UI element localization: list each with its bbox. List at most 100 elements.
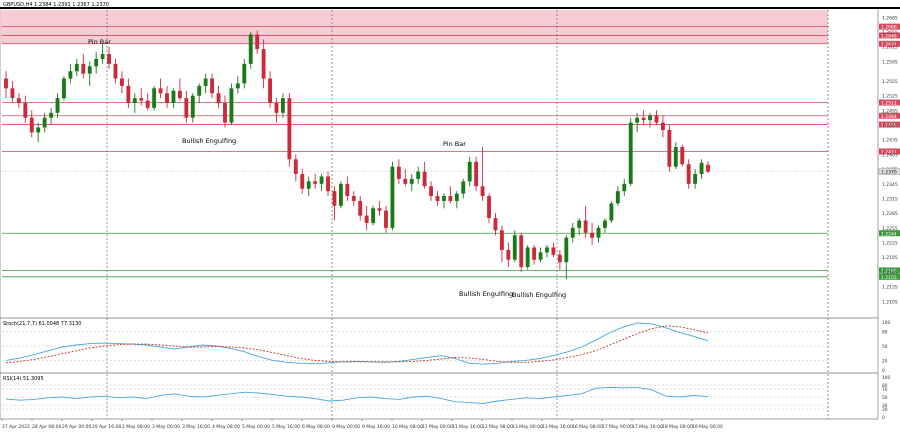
candle-body — [113, 63, 118, 79]
candle-body — [313, 181, 318, 184]
candle-body — [107, 54, 111, 64]
candle-body — [686, 164, 691, 184]
candle-body — [461, 181, 466, 194]
candle-body — [590, 232, 595, 238]
candle-body — [480, 186, 485, 197]
candle-body — [74, 63, 79, 72]
candle-body — [351, 196, 356, 201]
candle-body — [184, 98, 189, 118]
time-tick-label: 27 Apr 2022 — [2, 424, 30, 430]
candle-body — [377, 208, 382, 211]
candle-body — [648, 115, 652, 121]
time-tick-label: 19 May 00:00 — [692, 424, 723, 430]
resistance-price-label: 1.2648 — [881, 33, 897, 39]
candle-body — [42, 117, 47, 128]
candle-body — [55, 98, 60, 113]
candle-body — [165, 93, 169, 104]
time-axis: 27 Apr 2022 28 Apr 08:00 29 Apr 00:00 29 Ap… — [1, 419, 723, 430]
candle-body — [223, 103, 227, 123]
price-tick-label: 1.2165 — [882, 270, 898, 276]
candle-body — [36, 127, 41, 133]
price-tick-label: 1.2285 — [882, 211, 898, 217]
indicator-tick-label: 80 — [882, 383, 888, 389]
price-tick-label: 1.2625 — [882, 45, 898, 51]
candle-body — [248, 34, 253, 64]
candle-body — [326, 176, 330, 192]
price-tick-label: 1.2225 — [882, 241, 898, 247]
candle-body — [628, 122, 633, 184]
support-price-label: 1.2244 — [881, 231, 897, 237]
candle-body — [158, 88, 163, 94]
indicator-tick-label: 20 — [882, 407, 888, 413]
candle-body — [242, 63, 247, 84]
candle-body — [281, 98, 285, 113]
candle-body — [197, 85, 202, 96]
annotation-pin-bar-2: Pin Bar — [443, 140, 466, 148]
time-tick-label: 4 May 08:00 — [212, 424, 240, 430]
candles-layer — [4, 30, 710, 280]
candle-body — [551, 247, 556, 255]
candle-body — [442, 196, 446, 201]
price-tick-label: 1.2105 — [882, 299, 898, 305]
candle-body — [519, 235, 524, 268]
current-price-tag — [878, 168, 900, 175]
annotation-bullish-engulfing-2: Bullish Engulfing — [459, 290, 513, 298]
resistance-price-label: 1.2484 — [881, 114, 897, 120]
candle-body — [190, 95, 195, 118]
candle-body — [152, 88, 157, 108]
time-tick-label: 5 May 00:00 — [242, 424, 270, 430]
support-price-tag — [879, 267, 900, 274]
candle-body — [300, 174, 305, 189]
resistance-price-tag — [879, 32, 900, 39]
time-tick-label: 13 May 00:00 — [512, 424, 543, 430]
price-tick-label: 1.2685 — [882, 15, 898, 21]
candle-body — [62, 78, 66, 99]
candle-body — [139, 98, 144, 101]
candle-body — [577, 220, 582, 228]
price-tick-label: 1.2135 — [882, 285, 898, 291]
resistance-price-tag — [879, 112, 900, 119]
time-tick-label: 12 May 08:00 — [482, 424, 513, 430]
resistance-price-label: 1.2511 — [881, 101, 897, 107]
rsi-label: RSI(14) 51.3095 — [3, 376, 44, 382]
price-tick-label: 1.2465 — [882, 123, 898, 129]
candle-body — [693, 174, 698, 184]
candle-body — [268, 78, 272, 104]
time-tick-label: 6 May 08:00 — [302, 424, 330, 430]
candle-body — [493, 218, 498, 231]
candle-body — [564, 237, 569, 263]
time-tick-label: 28 Apr 08:00 — [32, 424, 61, 430]
time-tick-label: 3 May 16:00 — [182, 424, 210, 430]
support-price-label: 1.2168 — [881, 268, 897, 274]
annotation-pin-bar-1: Pin Bar — [88, 38, 111, 46]
resistance-price-tag — [879, 121, 900, 128]
candle-body — [660, 122, 665, 130]
time-tick-label: 3 May 00:00 — [152, 424, 180, 430]
time-tick-label: 11 May 16:00 — [452, 424, 483, 430]
price-tick-label: 1.2655 — [882, 30, 898, 36]
candle-body — [358, 200, 363, 216]
candle-body — [706, 164, 710, 172]
candle-body — [654, 115, 659, 123]
resistance-price-label: 1.2631 — [881, 42, 897, 48]
candle-body — [332, 191, 337, 206]
candle-body — [210, 78, 215, 94]
price-tick-label: 1.2195 — [882, 255, 898, 261]
stoch-indicator: 100 80 50 20 0 — [2, 320, 890, 374]
rsi-panel-frame — [0, 372, 879, 420]
candle-body — [261, 49, 266, 79]
candle-body — [177, 90, 182, 99]
candle-body — [538, 252, 543, 260]
candle-body — [81, 63, 86, 74]
stoch-label: Stoch(21,7,7) 61.0048 77.3130 — [3, 321, 81, 327]
candle-body — [49, 112, 54, 118]
indicator-tick-label: 30 — [882, 403, 888, 409]
resistance-price-tag — [879, 148, 900, 155]
candle-body — [422, 171, 427, 187]
candle-body — [409, 178, 414, 184]
candle-body — [338, 183, 343, 206]
price-tick-label: 1.2595 — [882, 59, 898, 65]
candle-body — [235, 83, 240, 89]
